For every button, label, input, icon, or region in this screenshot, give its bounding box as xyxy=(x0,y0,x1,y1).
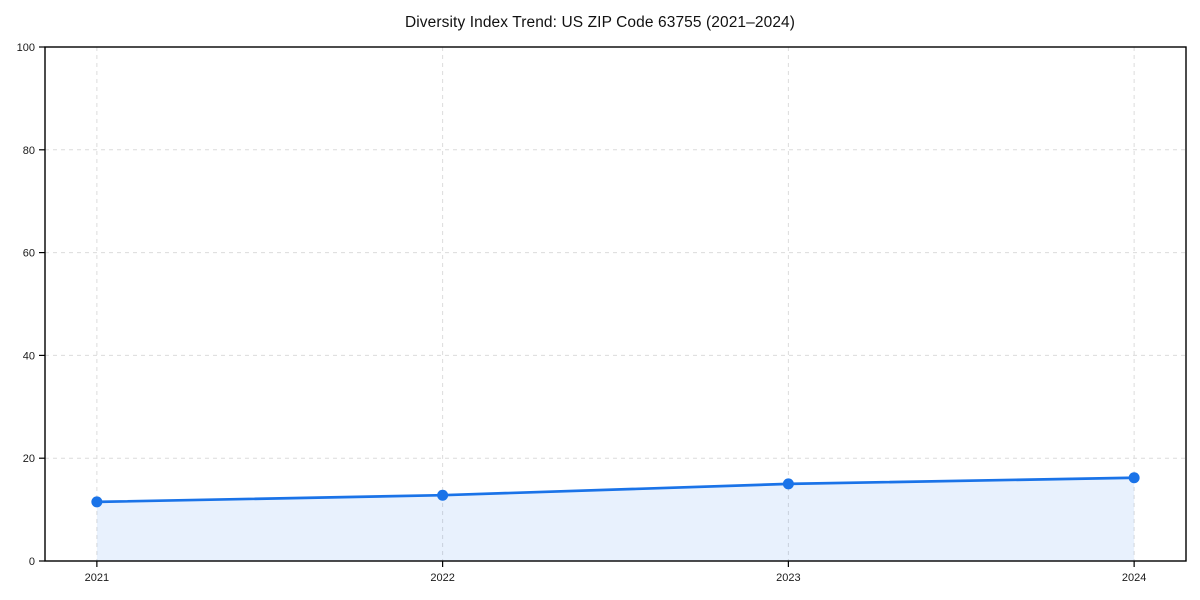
x-tick-label: 2024 xyxy=(1122,572,1146,584)
x-tick-label: 2021 xyxy=(85,572,109,584)
data-point xyxy=(91,496,103,508)
data-point xyxy=(437,489,449,501)
data-point xyxy=(782,478,794,490)
y-tick-label: 60 xyxy=(23,248,35,260)
axis-frame xyxy=(44,46,1187,562)
x-tick-label: 2023 xyxy=(776,572,800,584)
area-fill xyxy=(96,477,1135,561)
y-tick-label: 20 xyxy=(23,453,35,465)
x-tick-label: 2022 xyxy=(430,572,454,584)
y-tick-label: 80 xyxy=(23,145,35,157)
y-tick-label: 0 xyxy=(29,556,35,568)
chart-title: Diversity Index Trend: US ZIP Code 63755… xyxy=(404,14,796,31)
data-point xyxy=(1128,472,1140,484)
y-tick-label: 40 xyxy=(23,350,35,362)
y-tick-label: 100 xyxy=(17,42,35,54)
trend-line xyxy=(95,476,1136,504)
